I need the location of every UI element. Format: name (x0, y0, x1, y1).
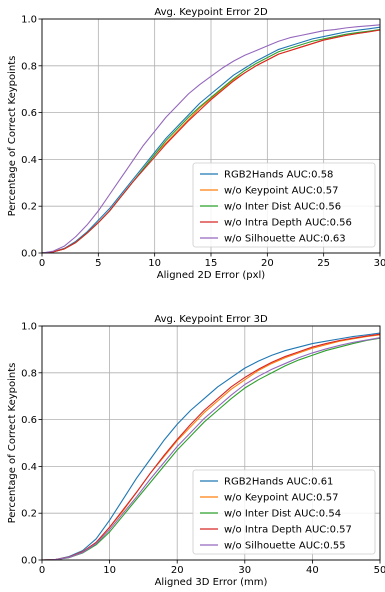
legend-label: w/o Intra Depth AUC:0.56 (224, 218, 352, 229)
y-tick-label: 0.8 (21, 368, 37, 379)
y-tick-label: 1.0 (21, 322, 37, 333)
series-line-1 (41, 332, 381, 561)
x-tick-label: 10 (103, 565, 116, 576)
series-line-4 (41, 29, 381, 254)
series-line-1 (41, 26, 381, 254)
y-tick-label: 0.0 (21, 556, 37, 567)
x-tick-label: 10 (148, 258, 161, 269)
x-tick-label: 0 (39, 565, 45, 576)
legend: RGB2Hands AUC:0.58 w/o Keypoint AUC:0.57 w… (192, 162, 376, 248)
x-tick-label: 5 (95, 258, 101, 269)
y-tick-label: 0.2 (21, 202, 37, 213)
legend-label: w/o Keypoint AUC:0.57 (224, 493, 338, 504)
axes-frame (41, 325, 381, 561)
chart-title: Avg. Keypoint Error 3D (154, 314, 268, 325)
legend-label: w/o Intra Depth AUC:0.57 (224, 525, 352, 536)
series-line-3 (41, 337, 381, 561)
legend-label: w/o Silhouette AUC:0.63 (224, 234, 346, 245)
y-axis-label: Percentage of Correct Keypoints (7, 56, 18, 217)
legend-label: w/o Silhouette AUC:0.55 (224, 541, 346, 552)
y-tick-label: 0.4 (21, 155, 37, 166)
legend-label: w/o Inter Dist AUC:0.54 (224, 509, 341, 520)
y-tick-label: 0.4 (21, 462, 37, 473)
legend-label: RGB2Hands AUC:0.61 (224, 477, 333, 488)
legend-label: w/o Inter Dist AUC:0.56 (224, 202, 341, 213)
y-tick-label: 0.6 (21, 108, 37, 119)
series-line-4 (41, 333, 381, 561)
x-tick-label: 30 (374, 258, 385, 269)
series-line-5 (41, 337, 381, 561)
y-axis-label: Percentage of Correct Keypoints (7, 363, 18, 524)
x-axis-label: Aligned 2D Error (pxl) (157, 270, 266, 281)
series-line-5 (41, 24, 381, 254)
legend-box (192, 469, 376, 555)
chart-title: Avg. Keypoint Error 2D (154, 7, 268, 18)
x-tick-label: 50 (374, 565, 385, 576)
x-tick-label: 20 (261, 258, 274, 269)
x-tick-label: 0 (39, 258, 45, 269)
x-tick-label: 40 (306, 565, 319, 576)
y-tick-label: 0.2 (21, 509, 37, 520)
x-tick-label: 25 (317, 258, 330, 269)
legend-label: w/o Keypoint AUC:0.57 (224, 186, 338, 197)
x-tick-label: 15 (205, 258, 218, 269)
y-tick-label: 1.0 (21, 15, 37, 26)
chart-panel-1: 0 5 10 15 20 25 30 0.0 0.2 0.4 0.6 0.8 1.0 Avg. Keypo… (7, 7, 385, 281)
chart-panel-2: 0 10 20 30 40 50 0.0 0.2 0.4 0.6 0.8 1.0 Avg. Keypoi… (7, 314, 385, 588)
x-axis-label: Aligned 3D Error (mm) (155, 577, 268, 588)
legend: RGB2Hands AUC:0.61 w/o Keypoint AUC:0.57 w… (192, 469, 376, 555)
legend-box (192, 162, 376, 248)
legend-label: RGB2Hands AUC:0.58 (224, 170, 333, 181)
x-tick-label: 30 (238, 565, 251, 576)
y-tick-label: 0.8 (21, 61, 37, 72)
y-tick-label: 0.6 (21, 415, 37, 426)
y-tick-label: 0.0 (21, 249, 37, 260)
x-tick-label: 20 (171, 565, 184, 576)
